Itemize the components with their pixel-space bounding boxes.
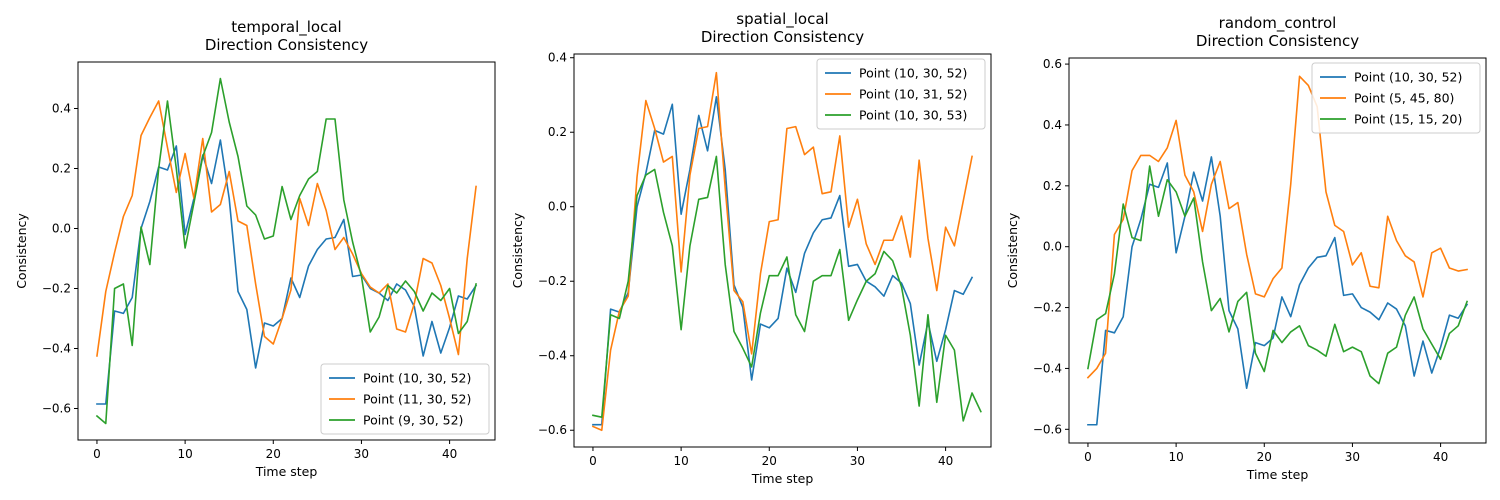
y-tick-label: −0.6 [42,402,71,416]
chart-title: temporal_local [231,18,341,37]
x-tick-label: 20 [1257,450,1272,464]
plot-frame [77,61,496,441]
y-tick-label: −0.4 [538,349,567,363]
x-tick-label: 0 [589,454,597,468]
x-axis-label: Time step [255,464,318,479]
y-tick-label: 0.2 [1043,179,1062,193]
y-tick-label: 0.0 [52,222,71,236]
y-tick-label: 0.2 [548,125,567,139]
legend-box [816,58,986,130]
series-line-1 [591,71,973,432]
x-tick-label: 10 [673,454,688,468]
x-tick-label: 30 [1345,450,1360,464]
x-tick-label: 10 [177,447,192,461]
series-line-0 [96,139,478,405]
legend-entry: Point (11, 30, 52) [363,392,471,407]
legend-box [320,363,490,435]
y-axis-label: Consistency [510,212,525,288]
series-line-2 [592,155,982,422]
chart-subtitle: Direction Consistency [701,28,864,46]
y-tick-label: 0.0 [548,200,567,214]
chart-title: spatial_local [736,10,828,29]
legend: Point (10, 30, 52) Point (10, 31, 52) Poin… [816,58,986,130]
y-tick-label: 0.4 [1043,118,1062,132]
x-tick-label: 0 [93,447,101,461]
legend-entry: Point (10, 30, 52) [1354,70,1462,85]
x-tick-label: 20 [762,454,777,468]
x-tick-label: 40 [938,454,953,468]
legend-entry: Point (5, 45, 80) [1354,91,1454,106]
legend-entry: Point (10, 30, 52) [859,66,967,81]
y-tick-label: 0.4 [548,51,567,65]
x-tick-label: 0 [1084,450,1092,464]
legend-entry: Point (9, 30, 52) [363,413,463,428]
y-axis-label: Consistency [14,213,29,289]
y-tick-label: 0.4 [52,102,71,116]
y-tick-label: −0.6 [538,423,567,437]
y-tick-label: −0.2 [42,282,71,296]
series-line-1 [1086,75,1468,379]
legend-entry: Point (15, 15, 20) [1354,112,1462,127]
legend: Point (10, 30, 52) Point (11, 30, 52) Poin… [320,363,490,435]
legend-entry: Point (10, 30, 52) [363,371,471,386]
legend-entry: Point (10, 30, 53) [859,108,967,123]
y-axis-label: Consistency [1005,212,1020,288]
chart-subtitle: Direction Consistency [205,36,368,54]
x-tick-label: 10 [1168,450,1183,464]
chart-subtitle: Direction Consistency [1196,32,1359,50]
plot-frame [1068,57,1487,444]
y-tick-label: 0.2 [52,162,71,176]
series-line-2 [1087,165,1469,385]
x-axis-label: Time step [751,471,814,486]
series-line-1 [96,100,477,357]
series-line-2 [95,77,478,425]
x-axis-label: Time step [1246,467,1309,482]
series-line-0 [1087,156,1469,426]
y-tick-label: 0.6 [1043,57,1062,71]
x-tick-label: 20 [266,447,281,461]
x-tick-label: 40 [442,447,457,461]
y-tick-label: 0.0 [1043,240,1062,254]
plot-frame [573,53,992,448]
y-tick-label: −0.2 [538,274,567,288]
x-tick-label: 30 [850,454,865,468]
y-tick-label: −0.2 [1033,301,1062,315]
chart-title: random_control [1219,14,1337,33]
y-tick-label: −0.4 [1033,361,1062,375]
x-tick-label: 40 [1433,450,1448,464]
x-tick-label: 30 [354,447,369,461]
y-tick-label: −0.6 [1033,422,1062,436]
y-tick-label: −0.4 [42,342,71,356]
legend-box [1311,62,1481,134]
legend: Point (10, 30, 52) Point (5, 45, 80) Point… [1311,62,1481,134]
legend-entry: Point (10, 31, 52) [859,87,967,102]
